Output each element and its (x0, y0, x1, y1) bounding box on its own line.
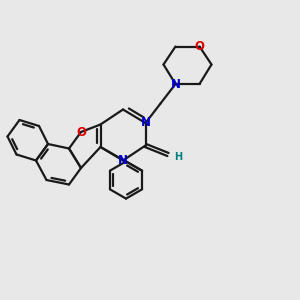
Text: O: O (194, 40, 205, 53)
Text: O: O (76, 125, 86, 139)
Text: N: N (118, 154, 128, 167)
Text: H: H (174, 152, 183, 163)
Text: N: N (170, 77, 181, 91)
Text: N: N (140, 116, 151, 130)
